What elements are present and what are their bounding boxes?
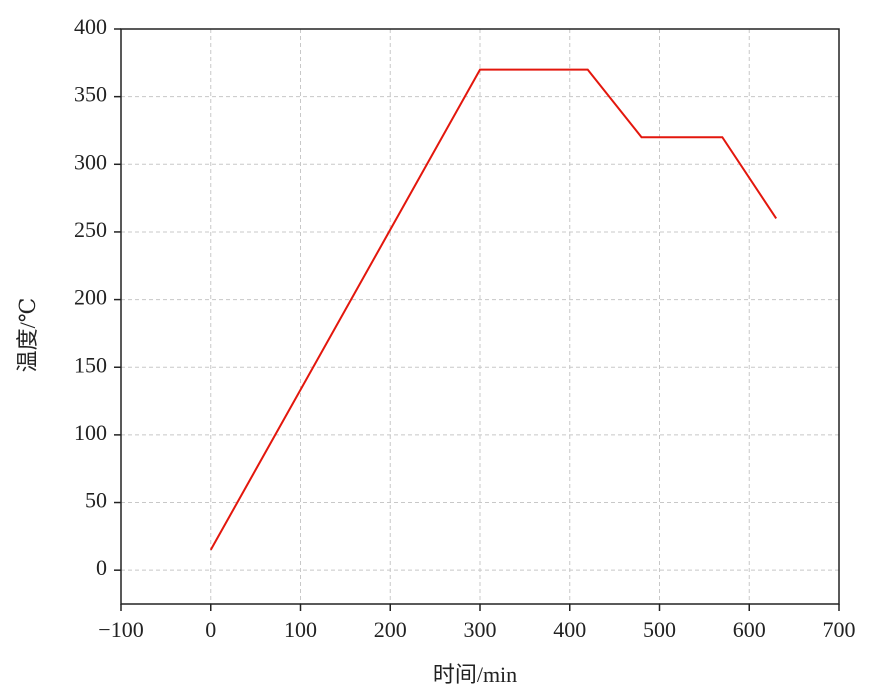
x-tick-label: 0	[205, 617, 216, 642]
x-axis-label: 时间/min	[433, 662, 517, 687]
x-tick-label: 600	[733, 617, 766, 642]
y-tick-label: 200	[74, 285, 107, 310]
x-tick-label: 200	[374, 617, 407, 642]
y-tick-label: 150	[74, 352, 107, 377]
y-axis-label: 温度/℃	[15, 298, 40, 373]
y-tick-label: 350	[74, 82, 107, 107]
y-tick-label: 250	[74, 217, 107, 242]
y-tick-label: 100	[74, 420, 107, 445]
plot-frame	[120, 28, 840, 605]
y-tick-label: 400	[74, 14, 107, 39]
y-tick-label: 0	[96, 555, 107, 580]
x-tick-label: 100	[284, 617, 317, 642]
data-line	[209, 68, 778, 551]
x-tick-label: −100	[98, 617, 143, 642]
y-tick-label: 300	[74, 149, 107, 174]
x-tick-label: 700	[823, 617, 856, 642]
x-tick-label: 400	[553, 617, 586, 642]
x-tick-label: 300	[464, 617, 497, 642]
x-tick-label: 500	[643, 617, 676, 642]
y-tick-label: 50	[85, 488, 107, 513]
